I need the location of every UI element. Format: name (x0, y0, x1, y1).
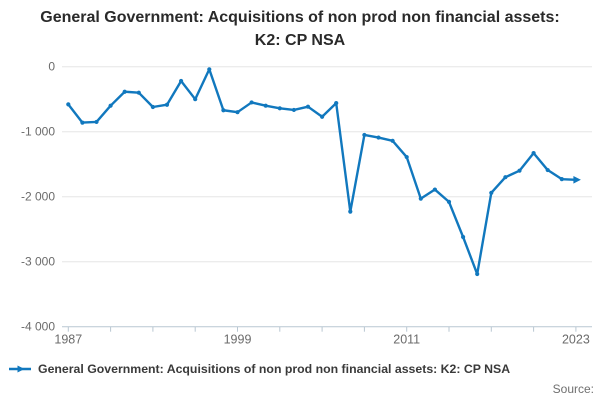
data-point-2008[interactable] (362, 132, 367, 138)
y-axis-tick-label: -4 000 (21, 320, 55, 334)
legend: General Government: Acquisitions of non … (8, 362, 510, 376)
y-axis-tick-label: -1 000 (21, 125, 55, 139)
data-point-2012[interactable] (418, 196, 423, 201)
source-label: Source: (552, 382, 594, 396)
data-point-2000[interactable] (249, 100, 254, 105)
data-point-2001[interactable] (263, 103, 268, 108)
data-point-2016[interactable] (475, 271, 480, 277)
data-point-2002[interactable] (277, 106, 282, 111)
legend-label: General Government: Acquisitions of non … (38, 362, 511, 376)
data-point-1996[interactable] (193, 97, 198, 102)
data-point-2019[interactable] (517, 168, 522, 173)
data-point-1995[interactable] (179, 78, 184, 84)
x-axis-tick-label: 1999 (224, 333, 252, 347)
series-line-marker-icon (9, 365, 31, 373)
data-point-2009[interactable] (376, 135, 381, 140)
data-point-2017[interactable] (489, 190, 494, 195)
data-point-2013[interactable] (432, 187, 437, 192)
data-point-2015[interactable] (461, 234, 466, 240)
data-point-1998[interactable] (221, 108, 226, 113)
data-point-2018[interactable] (503, 175, 508, 180)
data-point-2010[interactable] (390, 138, 395, 143)
y-axis-tick-label: 0 (48, 60, 55, 74)
data-point-1987[interactable] (66, 102, 71, 107)
data-point-1991[interactable] (122, 89, 127, 94)
data-point-2014[interactable] (446, 199, 452, 204)
data-point-2005[interactable] (320, 114, 325, 119)
data-point-2022[interactable] (559, 177, 564, 182)
data-point-1999[interactable] (235, 110, 240, 115)
data-point-2011[interactable] (404, 154, 409, 160)
x-axis-tick-label: 1987 (54, 333, 82, 347)
data-point-2020[interactable] (531, 151, 536, 156)
data-point-2023[interactable] (573, 176, 581, 184)
data-point-1988[interactable] (80, 120, 85, 125)
page-title: General Government: Acquisitions of non … (40, 9, 560, 49)
data-point-2006[interactable] (334, 101, 339, 106)
data-point-1994[interactable] (164, 102, 170, 107)
data-point-2007[interactable] (348, 209, 353, 214)
series-line (67, 68, 578, 276)
data-point-1989[interactable] (94, 119, 99, 125)
y-axis-tick-label: -3 000 (21, 255, 55, 269)
data-point-1997[interactable] (207, 67, 212, 72)
data-point-2021[interactable] (545, 167, 550, 173)
data-point-1992[interactable] (136, 90, 141, 95)
x-axis-tick-label: 2011 (393, 333, 420, 347)
data-point-1993[interactable] (150, 104, 155, 110)
data-point-2004[interactable] (305, 104, 311, 109)
data-point-1990[interactable] (108, 103, 113, 108)
y-axis-tick-label: -2 000 (21, 190, 55, 204)
x-axis-tick-label: 2023 (562, 333, 590, 347)
data-point-2003[interactable] (291, 107, 296, 113)
